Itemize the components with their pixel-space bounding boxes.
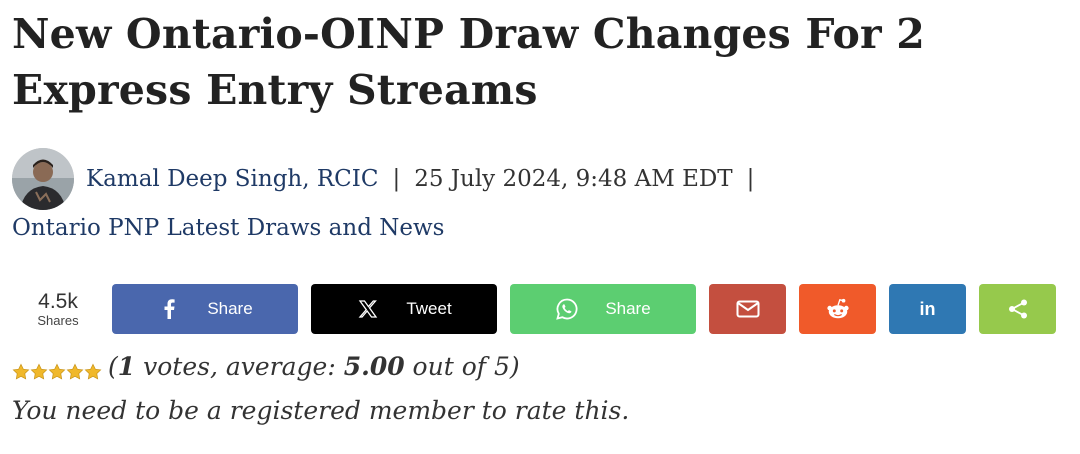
rating-summary: (1 votes, average: 5.00 out of 5) bbox=[108, 352, 520, 381]
rating-votes-text: votes, average: bbox=[135, 352, 344, 381]
more-share-button[interactable] bbox=[979, 284, 1056, 334]
reddit-icon bbox=[826, 297, 850, 321]
reddit-share-button[interactable] bbox=[799, 284, 876, 334]
rating-average: 5.00 bbox=[343, 352, 405, 381]
x-tweet-label: Tweet bbox=[406, 299, 452, 318]
rating-paren: ( bbox=[108, 352, 118, 381]
rating-paren: ) bbox=[509, 352, 520, 381]
x-icon bbox=[356, 297, 380, 321]
author-avatar[interactable] bbox=[12, 148, 74, 210]
share-count-number: 4.5k bbox=[38, 289, 78, 313]
whatsapp-share-label: Share bbox=[605, 299, 651, 318]
rating-out-of-text: out of bbox=[404, 352, 494, 381]
author-link[interactable]: Kamal Deep Singh, RCIC bbox=[86, 166, 379, 192]
publish-date: 25 July 2024, 9:48 AM EDT bbox=[414, 166, 733, 192]
star-icon[interactable] bbox=[66, 358, 84, 380]
share-bar: 4.5k Shares Share Tweet Share in bbox=[12, 284, 1056, 334]
whatsapp-icon bbox=[555, 297, 579, 321]
whatsapp-share-button[interactable]: Share bbox=[510, 284, 696, 334]
rating-votes: 1 bbox=[117, 352, 136, 381]
star-icon[interactable] bbox=[12, 358, 30, 380]
separator: | bbox=[746, 166, 755, 192]
x-tweet-button[interactable]: Tweet bbox=[311, 284, 497, 334]
email-share-button[interactable] bbox=[709, 284, 786, 334]
share-count: 4.5k Shares bbox=[12, 289, 104, 328]
facebook-icon bbox=[157, 297, 181, 321]
rating-max: 5 bbox=[493, 352, 510, 381]
linkedin-icon: in bbox=[919, 298, 936, 319]
share-count-label: Shares bbox=[37, 312, 79, 328]
facebook-share-label: Share bbox=[207, 299, 253, 318]
category-link[interactable]: Ontario PNP Latest Draws and News bbox=[12, 215, 445, 241]
rating-stars[interactable] bbox=[12, 358, 102, 380]
envelope-icon bbox=[736, 297, 760, 321]
separator: | bbox=[392, 166, 401, 192]
star-icon[interactable] bbox=[30, 358, 48, 380]
star-icon[interactable] bbox=[48, 358, 66, 380]
linkedin-share-button[interactable]: in bbox=[889, 284, 966, 334]
star-icon[interactable] bbox=[84, 358, 102, 380]
byline: Kamal Deep Singh, RCIC | 25 July 2024, 9… bbox=[12, 147, 768, 211]
rating-note: You need to be a registered member to ra… bbox=[12, 396, 630, 425]
facebook-share-button[interactable]: Share bbox=[112, 284, 298, 334]
rating: (1 votes, average: 5.00 out of 5) bbox=[12, 352, 520, 381]
share-icon bbox=[1006, 297, 1030, 321]
article-title: New Ontario-OINP Draw Changes For 2 Expr… bbox=[12, 10, 926, 114]
